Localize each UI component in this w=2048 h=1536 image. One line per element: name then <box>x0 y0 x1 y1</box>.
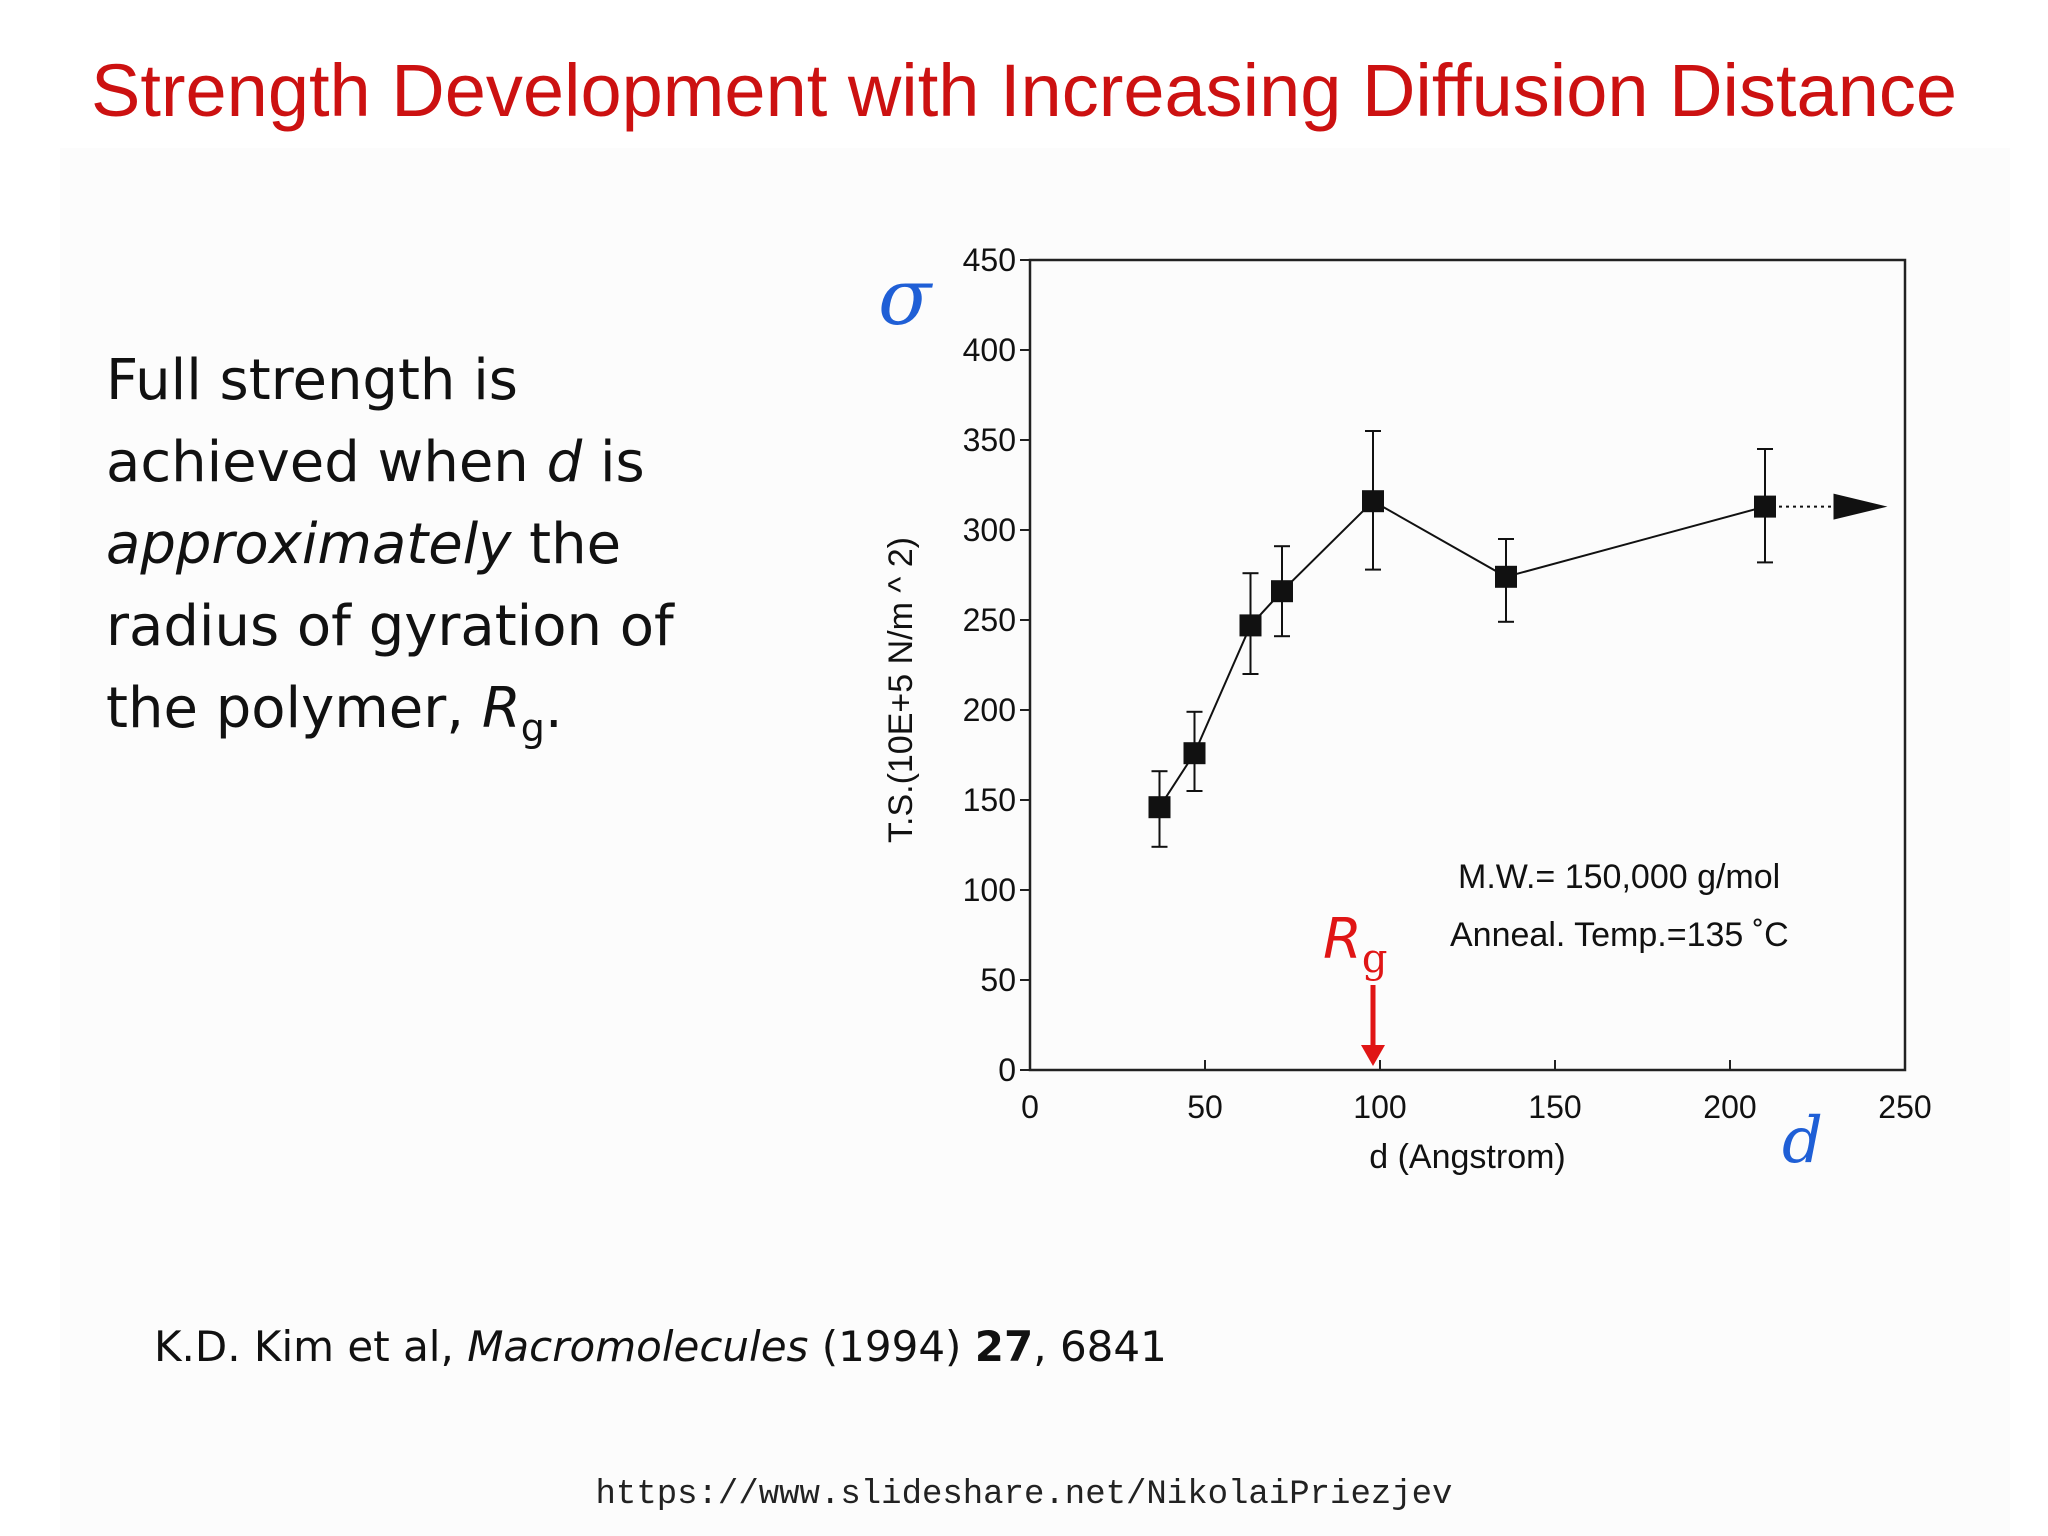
body-line: the polymer, Rg. <box>106 676 563 750</box>
y-tick-label: 350 <box>963 422 1016 458</box>
body-text: Full strength is achieved when d is appr… <box>106 340 726 750</box>
y-tick-label: 150 <box>963 782 1016 818</box>
y-tick-label: 50 <box>980 962 1016 998</box>
y-tick-label: 250 <box>963 602 1016 638</box>
y-tick-label: 450 <box>963 242 1016 278</box>
tensile-strength-chart: 0 50 100 150 200 250 0 50 100 150 200 250 300 350 400 4… <box>878 242 1932 1178</box>
y-tick-label: 200 <box>963 692 1016 728</box>
data-point <box>1148 796 1171 819</box>
anneal-temp-annotation: Anneal. Temp.=135 ˚C <box>1450 916 1789 954</box>
slide-title: Strength Development with Increasing Dif… <box>90 49 1958 132</box>
x-tick-label: 100 <box>1353 1089 1406 1125</box>
y-tick-label: 100 <box>963 872 1016 908</box>
data-point <box>1495 565 1517 588</box>
plot-frame <box>1028 258 1907 1072</box>
d-symbol: d <box>1782 1104 1823 1178</box>
continuation-arrowhead <box>1833 493 1888 520</box>
data-series <box>1148 430 1888 848</box>
data-point <box>1754 495 1776 518</box>
body-line: Full strength is <box>106 348 518 413</box>
rg-label: Rg <box>1323 907 1388 982</box>
data-point <box>1239 614 1262 637</box>
y-axis-label: T.S.(10E+5 N/m ^ 2) <box>882 537 920 843</box>
y-tick-label: 300 <box>963 512 1016 548</box>
x-tick-label: 250 <box>1878 1089 1931 1125</box>
x-tick-label: 150 <box>1528 1089 1581 1125</box>
slide-background <box>60 148 2010 1536</box>
x-tick-label: 50 <box>1187 1089 1223 1125</box>
x-axis-label: d (Angstrom) <box>1369 1138 1566 1176</box>
x-tick-label: 0 <box>1021 1089 1039 1125</box>
source-url: https://www.slideshare.net/NikolaiPriezj… <box>595 1476 1453 1514</box>
y-tick-label: 400 <box>963 332 1016 368</box>
plot-border <box>1028 258 1907 1072</box>
rg-arrow <box>1361 985 1385 1066</box>
y-tick-label: 0 <box>998 1052 1016 1088</box>
data-point <box>1271 580 1293 603</box>
body-line: approximately the <box>106 512 622 577</box>
body-line: radius of gyration of <box>106 594 674 659</box>
body-line: achieved when d is <box>106 430 645 495</box>
x-tick-label: 200 <box>1703 1089 1756 1125</box>
molecular-weight-annotation: M.W.= 150,000 g/mol <box>1458 858 1780 896</box>
rg-arrow-head <box>1361 1045 1385 1066</box>
axis-ticks: 0 50 100 150 200 250 0 50 100 150 200 250 300 350 400 4… <box>963 242 1932 1125</box>
citation: K.D. Kim et al, Macromolecules (1994) 27… <box>154 1322 1167 1371</box>
data-point <box>1183 742 1206 765</box>
data-point <box>1362 490 1384 513</box>
sigma-symbol: σ <box>878 253 933 343</box>
